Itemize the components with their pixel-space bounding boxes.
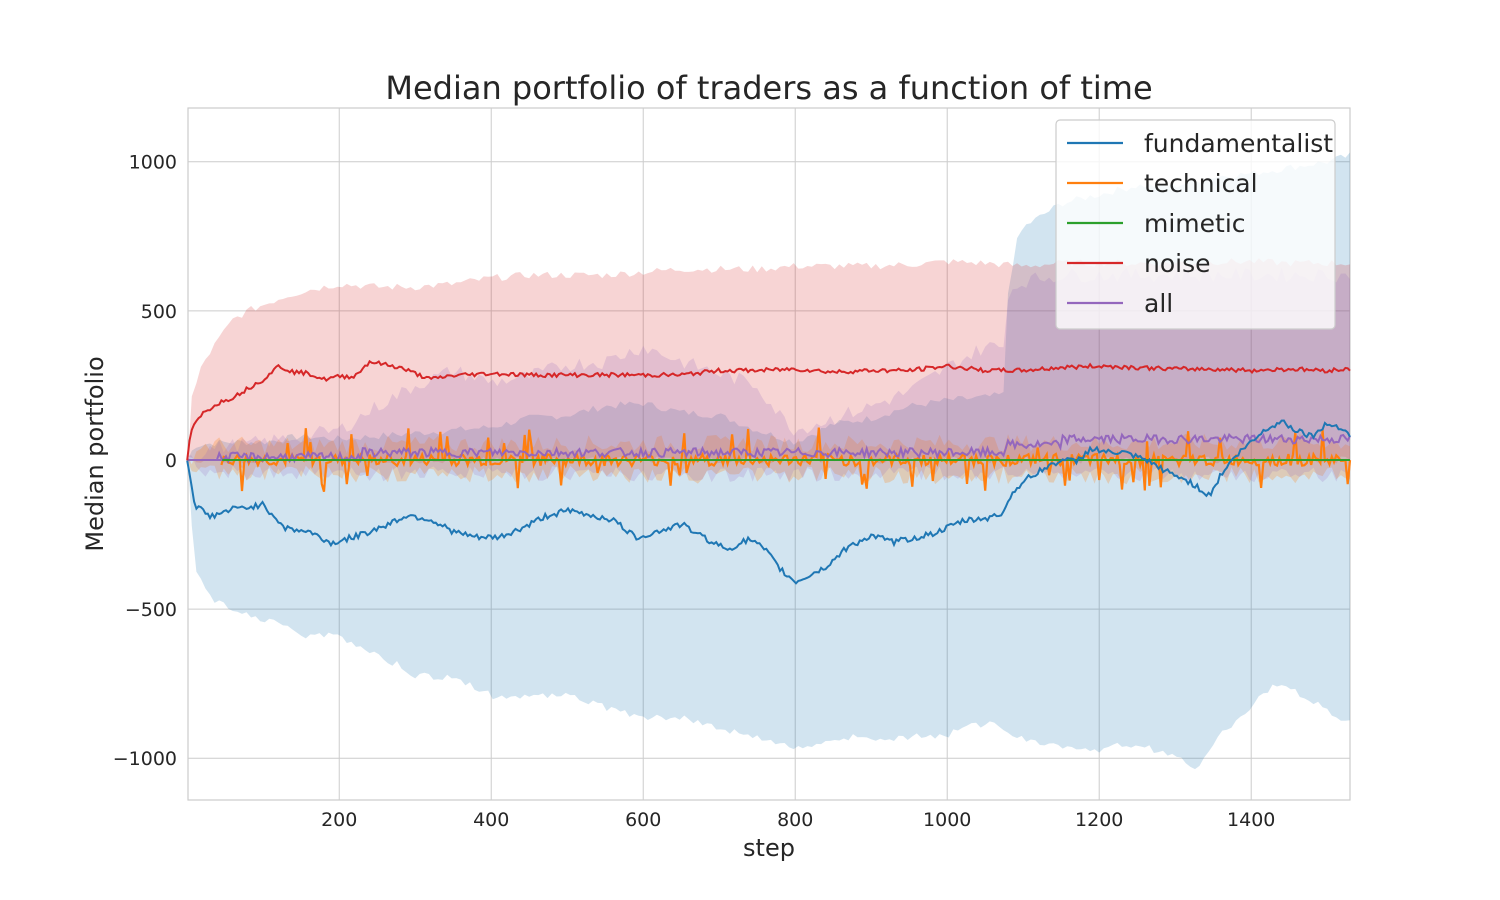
y-tick-label: −500: [125, 599, 177, 621]
x-tick-label: 1200: [1075, 809, 1123, 831]
y-tick-label: 1000: [129, 152, 177, 174]
x-tick-label: 600: [625, 809, 661, 831]
legend-box: [1055, 119, 1336, 330]
x-axis-title: step: [743, 834, 795, 862]
chart-title: Median portfolio of traders as a functio…: [385, 69, 1152, 107]
noise-line: [186, 359, 1351, 461]
legend-label-fundamentalist: fundamentalist: [1144, 129, 1333, 158]
y-tick-label: 0: [165, 450, 177, 472]
legend-label-noise: noise: [1144, 249, 1211, 278]
y-tick-label: −1000: [113, 748, 177, 770]
x-tick-label: 1400: [1227, 809, 1275, 831]
all-line: [188, 432, 1351, 464]
y-tick-label: 500: [141, 301, 177, 323]
x-tick-label: 1000: [923, 809, 971, 831]
y-axis-title: Median portfolio: [81, 356, 109, 551]
median-lines: [186, 359, 1351, 585]
legend-label-mimetic: mimetic: [1144, 209, 1246, 238]
y-axis-ticks: −1000 −500 0 500 1000: [113, 152, 177, 771]
legend: fundamentalist technical mimetic noise all: [1055, 119, 1336, 330]
x-axis-ticks: 200 400 600 800 1000 1200 1400: [321, 809, 1275, 831]
legend-label-technical: technical: [1144, 169, 1258, 198]
x-tick-label: 800: [777, 809, 813, 831]
x-tick-label: 400: [473, 809, 509, 831]
fundamentalist-line: [186, 419, 1351, 585]
legend-label-all: all: [1144, 289, 1173, 318]
x-tick-label: 200: [321, 809, 357, 831]
